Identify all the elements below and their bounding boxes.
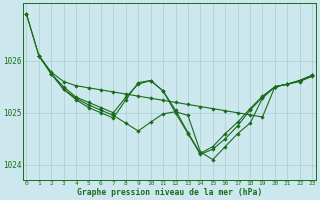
X-axis label: Graphe pression niveau de la mer (hPa): Graphe pression niveau de la mer (hPa) bbox=[77, 188, 262, 197]
